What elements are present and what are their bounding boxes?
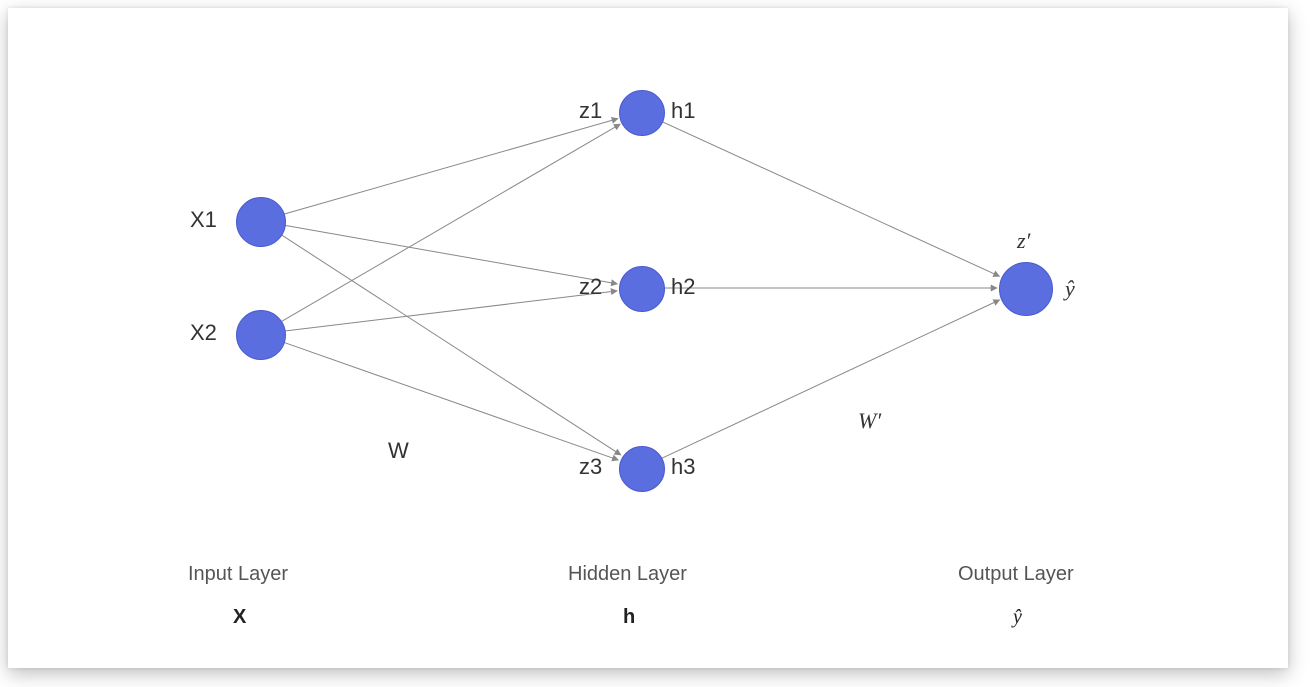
label-z1: z1	[579, 98, 602, 124]
label-x1: X1	[190, 207, 217, 233]
label-z2: z2	[579, 274, 602, 300]
layer-symbol-hidden: h	[623, 606, 635, 629]
layer-symbol-output: ŷ	[1013, 606, 1022, 629]
label-h3: h3	[671, 454, 695, 480]
label-z3: z3	[579, 454, 602, 480]
output-node-y	[999, 262, 1053, 316]
input-node-x1	[236, 197, 286, 247]
label-h2: h2	[671, 274, 695, 300]
input-node-x2	[236, 310, 286, 360]
label-yhat: ŷ	[1065, 276, 1075, 302]
hidden-node-h2	[619, 266, 665, 312]
label-h1: h1	[671, 98, 695, 124]
diagram-canvas: X1 X2 z1 h1 z2 h2 z3 h3 z′ ŷ W W′ Input …	[8, 8, 1288, 668]
weight-label-w: W	[388, 438, 409, 464]
layer-symbol-input: X	[233, 606, 246, 629]
hidden-node-h3	[619, 446, 665, 492]
label-zprime: z′	[1017, 228, 1030, 254]
layer-title-output: Output Layer	[958, 563, 1074, 586]
hidden-node-h1	[619, 90, 665, 136]
layer-title-hidden: Hidden Layer	[568, 563, 687, 586]
layer-title-input: Input Layer	[188, 563, 288, 586]
weight-label-wprime: W′	[858, 408, 881, 434]
label-x2: X2	[190, 320, 217, 346]
